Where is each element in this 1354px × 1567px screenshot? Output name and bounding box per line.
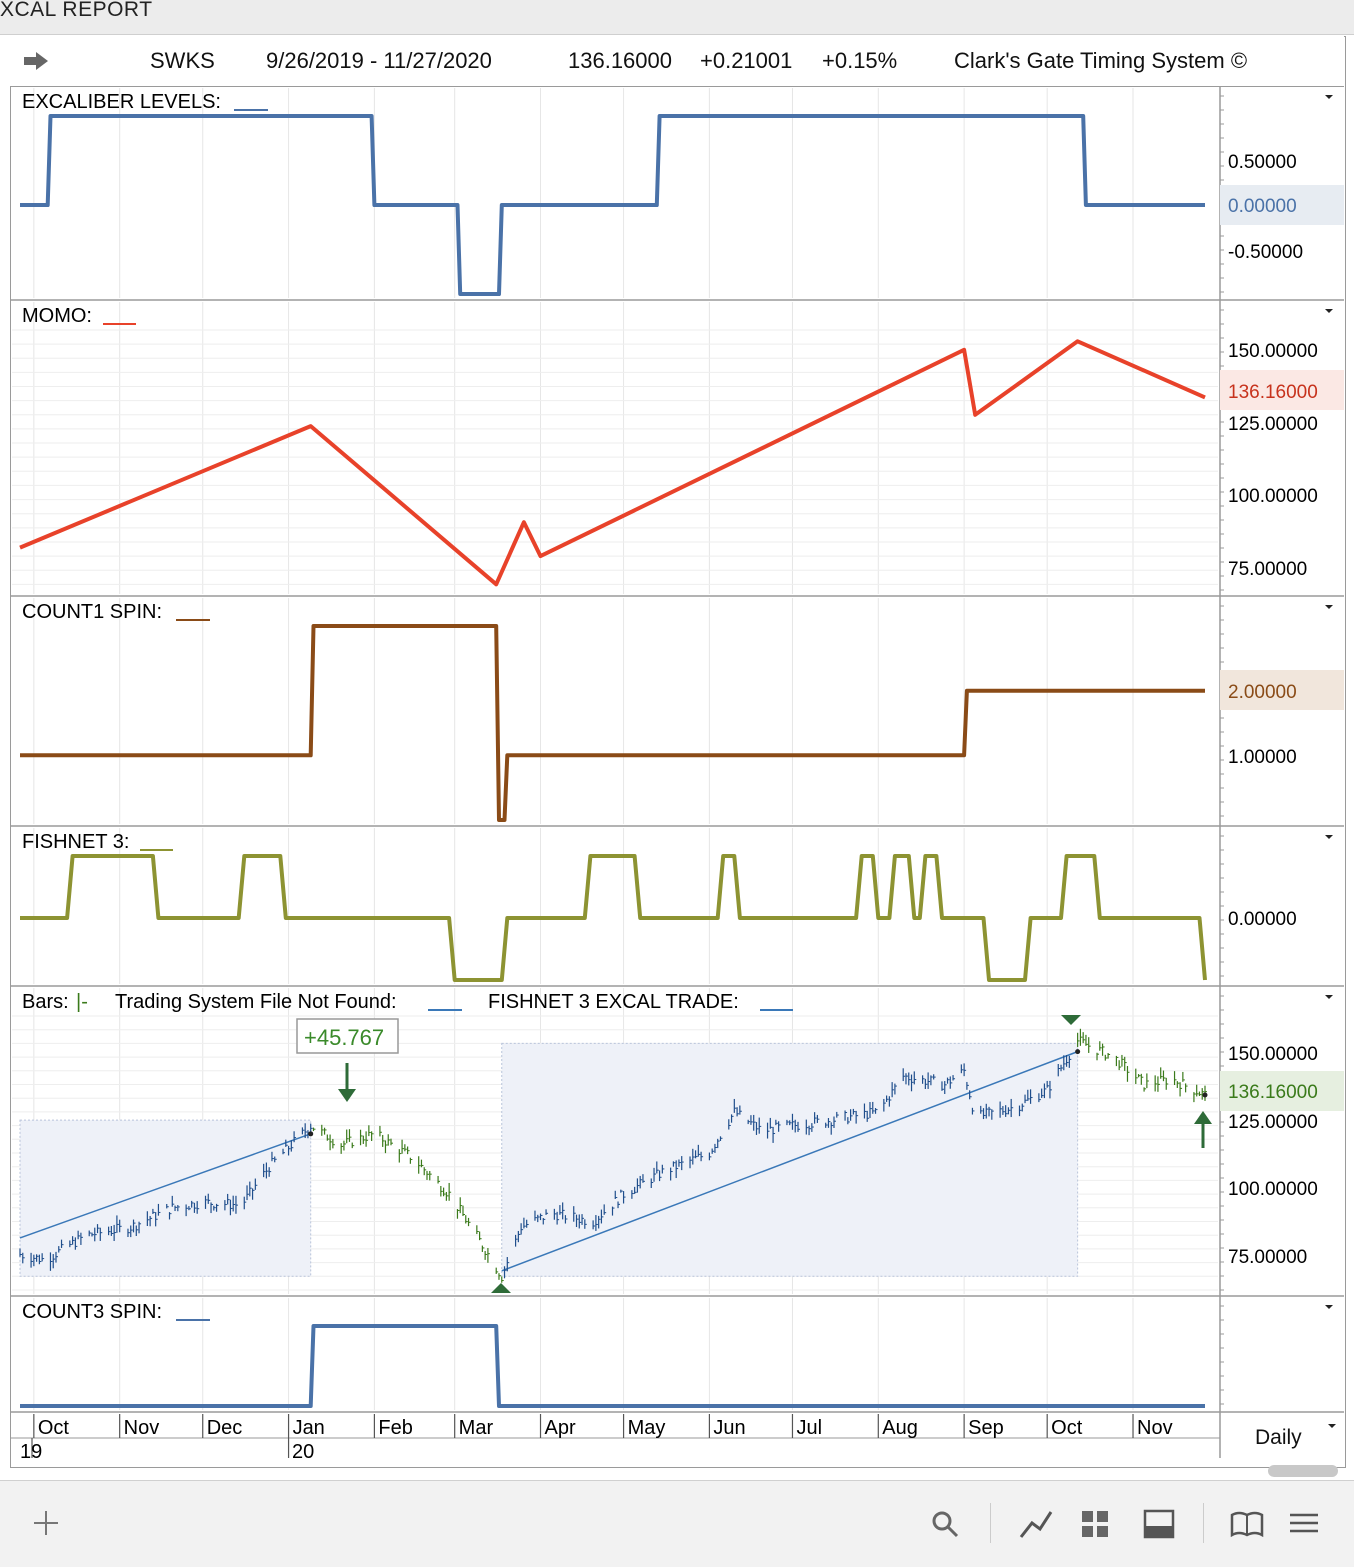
month-label: Oct [38, 1417, 70, 1439]
price-change-pct: +0.15% [822, 48, 898, 73]
bottom-toolbar [0, 1480, 1354, 1567]
count3-menu-icon[interactable] [1325, 1305, 1333, 1309]
trading-system-label: Trading System File Not Found: [115, 991, 397, 1013]
last-price: 136.16000 [568, 48, 672, 73]
excaliber-current-badge [1220, 185, 1344, 225]
momo-current-badge [1220, 370, 1344, 410]
panel-menu-icons [1325, 95, 1336, 1428]
month-label: Nov [124, 1417, 160, 1439]
fishnet-line [20, 854, 1207, 982]
trade-gain-value: +45.767 [304, 1025, 384, 1050]
window-titlebar: XCAL REPORT [0, 0, 1354, 35]
count1-line [20, 624, 1205, 822]
bars-current-value: 136.16000 [1228, 1082, 1318, 1103]
trade-marker [308, 1131, 314, 1137]
bars-label: Bars: [22, 991, 69, 1013]
momo-line [19, 339, 1206, 587]
bars-tick-1: 125.00000 [1228, 1112, 1318, 1133]
symbol: SWKS [150, 48, 215, 73]
bars-current-badge [1220, 1071, 1344, 1111]
month-label: Jun [713, 1417, 745, 1439]
price-change: +0.21001 [700, 48, 793, 73]
grid-layout-icon[interactable] [1080, 1509, 1110, 1539]
bars-menu-icon[interactable] [1325, 995, 1333, 999]
excaliber-tick-2: -0.50000 [1228, 242, 1303, 263]
excaliber-tick-0: 0.50000 [1228, 152, 1297, 173]
month-label: Oct [1051, 1417, 1083, 1439]
bars-tick-2: 100.00000 [1228, 1179, 1318, 1200]
count1-menu-icon[interactable] [1325, 605, 1333, 609]
year-label-2020: 20 [292, 1441, 314, 1463]
count1-tick-1: 1.00000 [1228, 747, 1297, 768]
buy-arrow-icon [1194, 1111, 1212, 1148]
regression-line [501, 1050, 1078, 1272]
month-label: Mar [459, 1417, 494, 1439]
period-menu-icon[interactable] [1328, 1424, 1336, 1428]
momo-label: MOMO: [22, 305, 92, 327]
month-label: Feb [378, 1417, 412, 1439]
trade-marker [1075, 1049, 1081, 1055]
excaliber-menu-icon[interactable] [1325, 95, 1333, 99]
add-icon[interactable] [30, 1507, 62, 1539]
period-selector[interactable]: Daily [1255, 1426, 1302, 1449]
momo-tick-2: 100.00000 [1228, 486, 1318, 507]
chart-line-icon[interactable] [1018, 1507, 1054, 1541]
trade-window [501, 1042, 1079, 1277]
menu-icon[interactable] [1288, 1511, 1320, 1537]
system-name: Clark's Gate Timing System © [954, 48, 1248, 73]
month-label: May [628, 1417, 666, 1439]
fishnet-trade-label: FISHNET 3 EXCAL TRADE: [488, 991, 739, 1013]
regression-line [19, 1133, 311, 1239]
month-label: Nov [1137, 1417, 1173, 1439]
trade-window [19, 1119, 312, 1277]
search-icon[interactable] [930, 1509, 960, 1539]
window-title: XCAL REPORT [0, 0, 153, 21]
sell-triangle-icon [1061, 1015, 1081, 1025]
month-label: Dec [207, 1417, 243, 1439]
x-axis: Oct Nov Dec Jan Feb Mar Apr May Jun Jul Aug Sep Oct N… [31, 1414, 1173, 1458]
bars-tick-3: 75.00000 [1228, 1247, 1307, 1268]
momo-tick-0: 150.00000 [1228, 341, 1318, 362]
month-label: Apr [545, 1417, 576, 1439]
last-price-marker [1202, 1092, 1208, 1098]
horizontal-scrollbar[interactable] [1268, 1465, 1338, 1477]
excaliber-label: EXCALIBER LEVELS: [22, 91, 221, 113]
momo-menu-icon[interactable] [1325, 309, 1333, 313]
date-range: 9/26/2019 - 11/27/2020 [266, 48, 492, 73]
sell-arrow-icon [338, 1063, 356, 1102]
year-label-2019: 19 [20, 1441, 42, 1463]
month-label: Jul [796, 1417, 822, 1439]
bars-tick-0: 150.00000 [1228, 1044, 1318, 1065]
fishnet-tick-0: 0.00000 [1228, 909, 1297, 930]
count1-current-value: 2.00000 [1228, 682, 1297, 703]
momo-tick-1: 125.00000 [1228, 414, 1318, 435]
fishnet-label: FISHNET 3: [22, 831, 129, 853]
price-bars [19, 1028, 1207, 1283]
bars-label-marker: |- [76, 991, 88, 1013]
count3-line [20, 1324, 1205, 1408]
count3-label: COUNT3 SPIN: [22, 1301, 162, 1323]
chart-header: SWKS 9/26/2019 - 11/27/2020 136.16000 +0… [10, 36, 1344, 87]
panel-layout-icon[interactable] [1143, 1509, 1175, 1539]
count1-label: COUNT1 SPIN: [22, 601, 162, 623]
excaliber-current-value: 0.00000 [1228, 196, 1297, 217]
arrow-right-icon[interactable] [22, 50, 50, 72]
momo-current-value: 136.16000 [1228, 382, 1318, 403]
month-label: Sep [968, 1417, 1004, 1439]
excaliber-line [20, 114, 1205, 296]
book-icon[interactable] [1230, 1509, 1264, 1539]
month-label: Aug [882, 1417, 918, 1439]
fishnet-menu-icon[interactable] [1325, 835, 1333, 839]
trade-gain-box [296, 1018, 399, 1054]
count1-current-badge [1220, 670, 1344, 710]
buy-triangle-icon [491, 1283, 511, 1293]
month-label: Jan [293, 1417, 325, 1439]
momo-tick-3: 75.00000 [1228, 559, 1307, 580]
